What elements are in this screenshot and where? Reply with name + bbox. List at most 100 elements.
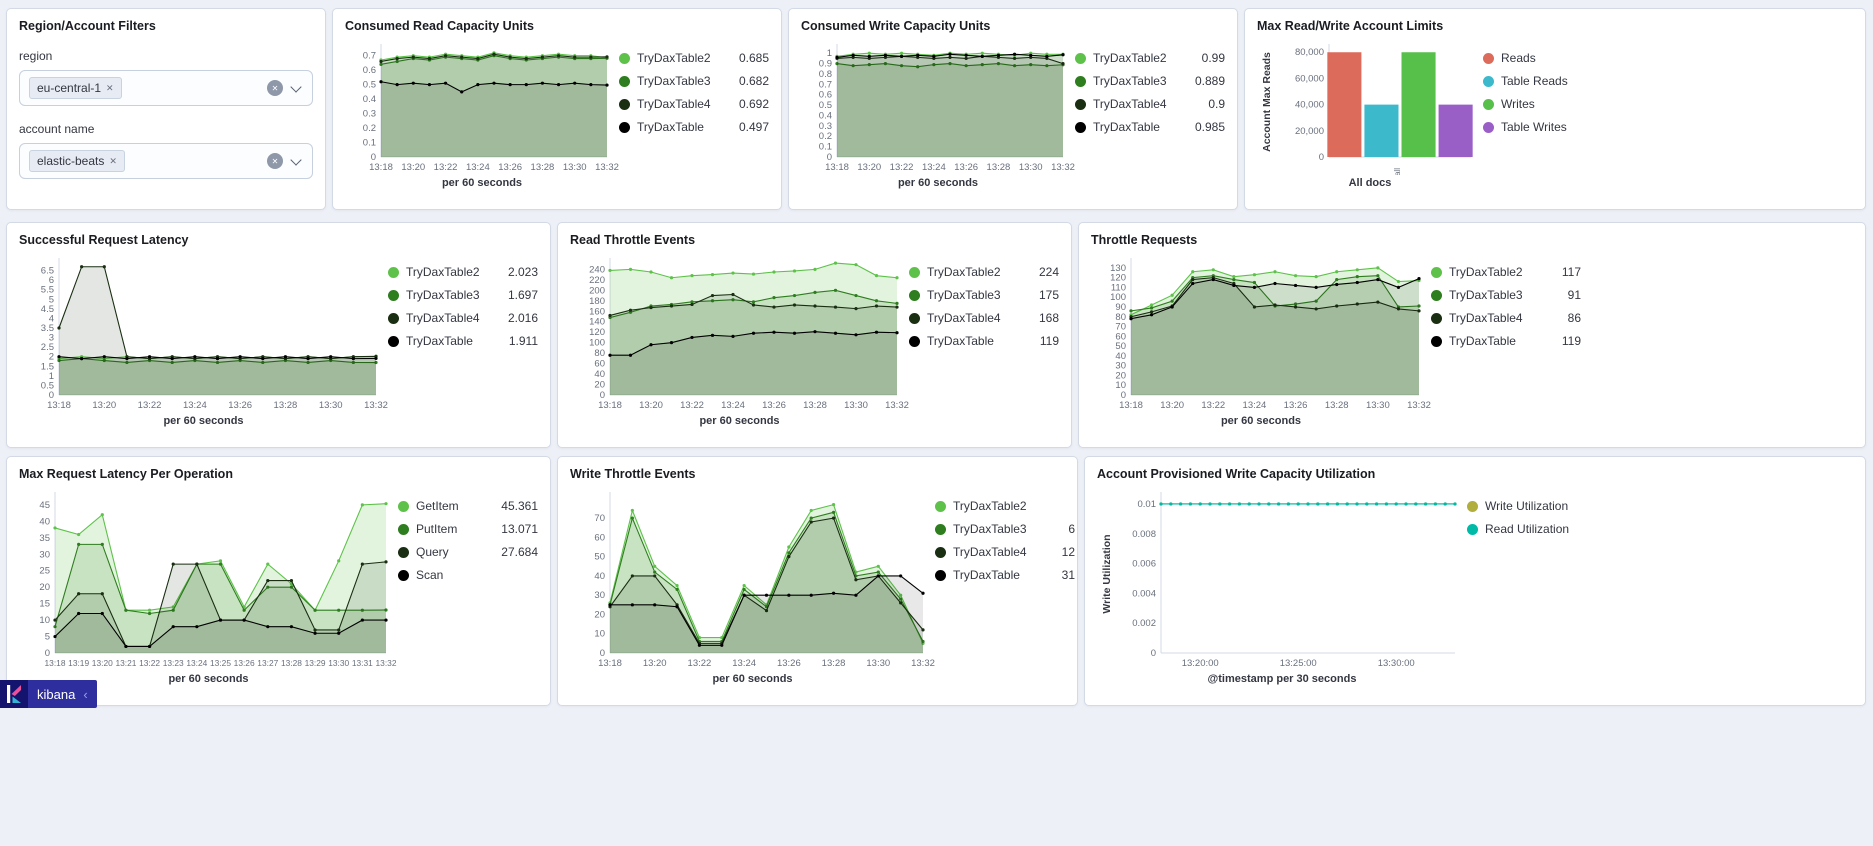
panel-title[interactable]: Read Throttle Events	[570, 233, 696, 247]
legend-item[interactable]: TryDaxTable4 0.692	[619, 97, 769, 111]
panel-title[interactable]: Account Provisioned Write Capacity Utili…	[1097, 467, 1376, 481]
legend-item[interactable]: Writes	[1483, 97, 1605, 111]
legend-item[interactable]: Write Utilization	[1467, 499, 1617, 513]
chart-plot-area[interactable]: 0 0.1 0.2 0.3 0.4 0.5 0.6 0.7 0.8 0.9 1 13:18 13:20 1…	[801, 39, 1075, 193]
write-throttle-events-chart[interactable]: 0 10 20 30 40 50 60 70 13:18 13:20 13:22 13:24 13:26…	[570, 487, 1075, 689]
legend-item[interactable]: GetItem 45.361	[398, 499, 538, 513]
chart-plot-area[interactable]: 0 20,000 40,000 60,000 80,000 Account Max Rea…	[1257, 39, 1483, 193]
max-request-latency-chart[interactable]: 0 5 10 15 20 25 30 35 40 45 13:18 13:19 13:20 13:21 13…	[19, 487, 538, 689]
chevron-down-icon[interactable]	[290, 80, 302, 93]
legend-series-name: TryDaxTable	[1449, 334, 1516, 348]
read-throttle-events-chart[interactable]: 0 20 40 60 80 100 120 140 160 180 200 220 240 13:18 13…	[570, 253, 1059, 431]
legend-item[interactable]: Reads	[1483, 51, 1605, 65]
legend-item[interactable]: Scan	[398, 568, 538, 582]
account-combobox[interactable]: elastic-beats ✕ ✕	[19, 143, 313, 179]
legend-item[interactable]: Read Utilization	[1467, 522, 1617, 536]
chart-plot-area[interactable]: 0 20 40 60 80 100 120 140 160 180 200 220 240 13:18 13…	[570, 253, 909, 431]
panel-title[interactable]: Max Read/Write Account Limits	[1257, 19, 1444, 33]
consumed-read-chart[interactable]: 0 0.1 0.2 0.3 0.4 0.5 0.6 0.7 13:18 13:20 13:22 13:…	[345, 39, 769, 193]
legend-dot-icon	[1075, 121, 1086, 133]
clear-region-icon[interactable]: ✕	[267, 80, 283, 96]
clear-account-icon[interactable]: ✕	[267, 153, 283, 169]
account-filter-chip[interactable]: elastic-beats ✕	[29, 150, 125, 172]
successful-request-latency-chart[interactable]: 0 0.5 1 1.5 2 2.5 3 3.5 4 4.5 5 5.5 6 6.5 13:18 13:20 13…	[19, 253, 538, 431]
max-limits-chart[interactable]: 0 20,000 40,000 60,000 80,000 Account Max Rea…	[1257, 39, 1605, 193]
svg-text:0.5: 0.5	[41, 380, 54, 391]
legend-item[interactable]: Table Writes	[1483, 120, 1605, 134]
region-combobox[interactable]: eu-central-1 ✕ ✕	[19, 70, 313, 106]
legend-item[interactable]: TryDaxTable2 224	[909, 265, 1059, 279]
collapse-icon[interactable]: ‹	[83, 686, 88, 702]
svg-text:13:26: 13:26	[1284, 400, 1308, 411]
svg-text:13:24: 13:24	[922, 162, 946, 173]
legend-item[interactable]: TryDaxTable2 2.023	[388, 265, 538, 279]
legend-series-value: 0.692	[738, 97, 769, 111]
svg-text:6.5: 6.5	[41, 266, 54, 277]
legend-item[interactable]: TryDaxTable3 6	[935, 522, 1075, 536]
legend-item[interactable]: TryDaxTable3 175	[909, 288, 1059, 302]
legend-item[interactable]: TryDaxTable3 1.697	[388, 288, 538, 302]
svg-text:0.6: 0.6	[363, 65, 376, 76]
legend-item[interactable]: TryDaxTable 0.985	[1075, 120, 1225, 134]
legend-series-name: TryDaxTable2	[1093, 51, 1167, 65]
svg-text:130: 130	[1110, 263, 1126, 274]
consumed-write-chart[interactable]: 0 0.1 0.2 0.3 0.4 0.5 0.6 0.7 0.8 0.9 1 13:18 13:20 1…	[801, 39, 1225, 193]
svg-text:60: 60	[1115, 331, 1126, 342]
legend-series-name: TryDaxTable4	[406, 311, 480, 325]
svg-text:13:20: 13:20	[401, 162, 425, 173]
legend-item[interactable]: TryDaxTable2 117	[1431, 265, 1581, 279]
legend-item[interactable]: TryDaxTable4 12	[935, 545, 1075, 559]
legend-item[interactable]: TryDaxTable 119	[1431, 334, 1581, 348]
legend-item[interactable]: TryDaxTable4 168	[909, 311, 1059, 325]
svg-text:13:30: 13:30	[844, 400, 868, 411]
svg-text:0.1: 0.1	[819, 142, 832, 153]
panel-title[interactable]: Consumed Write Capacity Units	[801, 19, 991, 33]
svg-text:13:30:00: 13:30:00	[1378, 658, 1415, 669]
throttle-requests-chart[interactable]: 0 10 20 30 40 50 60 70 80 90 100 110 120 130 13:18 13:2…	[1091, 253, 1581, 431]
remove-region-icon[interactable]: ✕	[106, 83, 114, 93]
panel-title[interactable]: Throttle Requests	[1091, 233, 1198, 247]
chart-plot-area[interactable]: 0 5 10 15 20 25 30 35 40 45 13:18 13:19 13:20 13:21 13…	[19, 487, 398, 689]
write-capacity-utilization-chart[interactable]: 0 0.002 0.004 0.006 0.008 0.01 Write Utilizati…	[1097, 487, 1617, 689]
kibana-nav-toggle[interactable]: kibana ‹	[0, 680, 97, 708]
chart-plot-area[interactable]: 0 0.5 1 1.5 2 2.5 3 3.5 4 4.5 5 5.5 6 6.5 13:18 13:20 13…	[19, 253, 388, 431]
legend-item[interactable]: TryDaxTable3 0.889	[1075, 74, 1225, 88]
svg-text:1: 1	[49, 371, 54, 382]
legend-item[interactable]: TryDaxTable2 0.99	[1075, 51, 1225, 65]
chart-legend: Write Utilization Read Utilization	[1467, 487, 1617, 689]
legend-item[interactable]: TryDaxTable4 2.016	[388, 311, 538, 325]
legend-series-value: 117	[1561, 265, 1581, 279]
panel-title[interactable]: Region/Account Filters	[19, 19, 156, 33]
chart-plot-area[interactable]: 0 0.1 0.2 0.3 0.4 0.5 0.6 0.7 13:18 13:20 13:22 13:…	[345, 39, 619, 193]
legend-item[interactable]: TryDaxTable 1.911	[388, 334, 538, 348]
legend-dot-icon	[388, 335, 399, 347]
chart-plot-area[interactable]: 0 10 20 30 40 50 60 70 13:18 13:20 13:22 13:24 13:26…	[570, 487, 935, 689]
legend-item[interactable]: TryDaxTable 0.497	[619, 120, 769, 134]
legend-item[interactable]: TryDaxTable3 91	[1431, 288, 1581, 302]
chart-plot-area[interactable]: 0 0.002 0.004 0.006 0.008 0.01 Write Utilizati…	[1097, 487, 1467, 689]
legend-item[interactable]: TryDaxTable2	[935, 499, 1075, 513]
legend-item[interactable]: Table Reads	[1483, 74, 1605, 88]
chart-plot-area[interactable]: 0 10 20 30 40 50 60 70 80 90 100 110 120 130 13:18 13:2…	[1091, 253, 1431, 431]
svg-text:0.9: 0.9	[819, 59, 832, 70]
legend-item[interactable]: Query 27.684	[398, 545, 538, 559]
legend-series-name: TryDaxTable3	[406, 288, 480, 302]
legend-item[interactable]: PutItem 13.071	[398, 522, 538, 536]
remove-account-icon[interactable]: ✕	[109, 156, 117, 166]
legend-item[interactable]: TryDaxTable3 0.682	[619, 74, 769, 88]
panel-title[interactable]: Write Throttle Events	[570, 467, 696, 481]
panel-title[interactable]: Max Request Latency Per Operation	[19, 467, 233, 481]
legend-item[interactable]: TryDaxTable2 0.685	[619, 51, 769, 65]
panel-title[interactable]: Successful Request Latency	[19, 233, 189, 247]
region-filter-chip[interactable]: eu-central-1 ✕	[29, 77, 122, 99]
legend-item[interactable]: TryDaxTable 119	[909, 334, 1059, 348]
legend-series-name: TryDaxTable	[637, 120, 704, 134]
chevron-down-icon[interactable]	[290, 153, 302, 166]
legend-item[interactable]: TryDaxTable4 86	[1431, 311, 1581, 325]
legend-item[interactable]: TryDaxTable 31	[935, 568, 1075, 582]
legend-item[interactable]: TryDaxTable4 0.9	[1075, 97, 1225, 111]
panel-title[interactable]: Consumed Read Capacity Units	[345, 19, 534, 33]
legend-series-name: Table Reads	[1501, 74, 1568, 88]
x-axis-label: per 60 seconds	[441, 177, 523, 189]
svg-text:13:32: 13:32	[364, 400, 388, 411]
